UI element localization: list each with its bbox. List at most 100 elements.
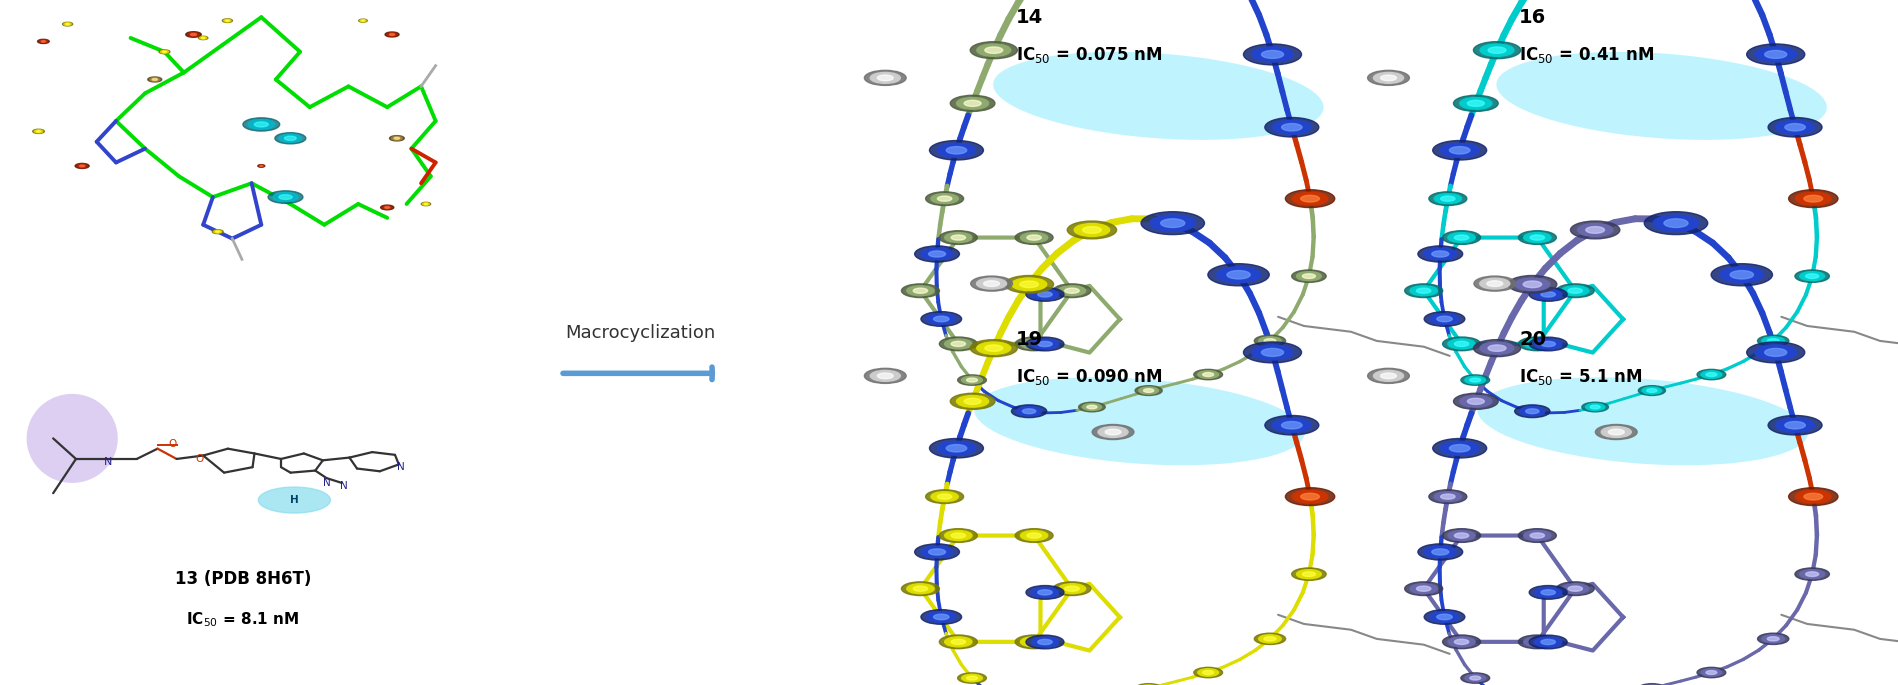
Circle shape: [1281, 123, 1302, 131]
Circle shape: [934, 614, 949, 620]
Circle shape: [1758, 633, 1788, 645]
Circle shape: [1405, 582, 1442, 595]
Circle shape: [1198, 669, 1219, 676]
Circle shape: [915, 544, 958, 560]
Circle shape: [201, 37, 205, 38]
Circle shape: [1408, 584, 1437, 594]
Circle shape: [258, 165, 264, 167]
Circle shape: [1019, 339, 1048, 349]
Circle shape: [243, 118, 279, 131]
Text: H: H: [290, 495, 298, 505]
Circle shape: [1437, 614, 1452, 620]
Circle shape: [940, 337, 977, 351]
Circle shape: [258, 164, 264, 167]
Circle shape: [186, 32, 201, 37]
Circle shape: [1460, 375, 1488, 385]
Circle shape: [877, 75, 892, 81]
Circle shape: [1424, 610, 1463, 624]
Circle shape: [76, 164, 89, 169]
Circle shape: [1518, 529, 1556, 543]
Circle shape: [1086, 406, 1097, 409]
Circle shape: [1479, 44, 1513, 56]
Circle shape: [1293, 490, 1327, 503]
Circle shape: [268, 191, 304, 203]
Circle shape: [361, 20, 364, 21]
Circle shape: [1300, 195, 1319, 202]
Circle shape: [1296, 570, 1321, 579]
Circle shape: [1460, 97, 1492, 109]
Circle shape: [1201, 373, 1213, 377]
Circle shape: [1518, 635, 1556, 649]
Circle shape: [1794, 568, 1828, 580]
Ellipse shape: [993, 52, 1323, 140]
Circle shape: [1019, 281, 1038, 288]
Circle shape: [380, 205, 393, 210]
Circle shape: [1446, 233, 1475, 242]
Circle shape: [32, 129, 44, 134]
Circle shape: [423, 203, 427, 205]
Circle shape: [964, 100, 981, 106]
Circle shape: [907, 584, 934, 594]
Circle shape: [1518, 337, 1556, 351]
Circle shape: [1796, 192, 1830, 205]
Circle shape: [1642, 387, 1661, 394]
Circle shape: [1367, 71, 1408, 86]
Circle shape: [1530, 533, 1543, 538]
Circle shape: [1763, 349, 1786, 356]
Circle shape: [1019, 637, 1048, 647]
Circle shape: [928, 438, 983, 458]
Circle shape: [1405, 284, 1442, 297]
Circle shape: [1446, 637, 1475, 647]
Circle shape: [1194, 667, 1222, 677]
Circle shape: [1082, 403, 1101, 410]
Circle shape: [1429, 612, 1458, 622]
Circle shape: [951, 533, 964, 538]
Circle shape: [1452, 95, 1498, 112]
Circle shape: [163, 51, 167, 53]
Circle shape: [1701, 669, 1721, 676]
Circle shape: [864, 369, 905, 384]
Circle shape: [1539, 341, 1554, 347]
Circle shape: [385, 32, 399, 37]
Circle shape: [226, 20, 230, 21]
Circle shape: [1031, 339, 1057, 349]
Circle shape: [1729, 271, 1752, 279]
Circle shape: [1796, 490, 1830, 503]
Circle shape: [1285, 488, 1334, 506]
Circle shape: [1201, 671, 1213, 675]
Circle shape: [970, 276, 1012, 291]
Circle shape: [1065, 288, 1078, 293]
Circle shape: [951, 235, 964, 240]
Circle shape: [945, 147, 966, 154]
Circle shape: [921, 248, 953, 260]
Circle shape: [943, 233, 972, 242]
Circle shape: [1463, 376, 1484, 384]
Circle shape: [1448, 147, 1469, 154]
Circle shape: [902, 284, 940, 297]
Circle shape: [34, 130, 44, 133]
Circle shape: [1293, 192, 1327, 205]
Circle shape: [921, 546, 953, 558]
Circle shape: [1031, 637, 1057, 647]
Circle shape: [1078, 402, 1105, 412]
Circle shape: [1135, 386, 1162, 395]
Circle shape: [381, 206, 391, 209]
Circle shape: [1027, 533, 1040, 538]
Circle shape: [1452, 393, 1498, 410]
Circle shape: [970, 42, 1017, 59]
Circle shape: [1594, 425, 1636, 440]
Circle shape: [1794, 270, 1828, 282]
Circle shape: [930, 194, 958, 203]
Circle shape: [1704, 373, 1716, 377]
Circle shape: [1746, 44, 1803, 65]
Circle shape: [869, 73, 900, 84]
Circle shape: [1025, 337, 1063, 351]
Circle shape: [1302, 572, 1315, 577]
Circle shape: [423, 203, 429, 206]
Text: 13 (PDB 8H6T): 13 (PDB 8H6T): [175, 570, 311, 588]
Circle shape: [1296, 272, 1321, 281]
Circle shape: [1031, 588, 1057, 597]
Circle shape: [1285, 190, 1334, 208]
Circle shape: [1530, 639, 1543, 645]
Circle shape: [1025, 288, 1063, 301]
